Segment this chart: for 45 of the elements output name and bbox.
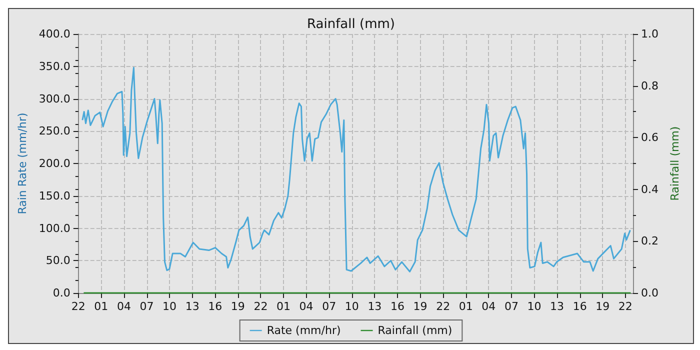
y2-tick-label: 0.6 (641, 131, 658, 144)
y-tick-label: 400.0 (38, 28, 70, 40)
x-tick-label: 01 (276, 300, 291, 313)
legend-label: Rainfall (mm) (378, 324, 452, 337)
x-tick-label: 10 (162, 300, 177, 313)
y2-axis-title: Rainfall (mm) (668, 126, 682, 201)
y-axis-title: Rain Rate (mm/hr) (16, 112, 29, 214)
y-tick-label: 100.0 (38, 222, 70, 235)
x-tick-label: 19 (596, 300, 610, 313)
y2-tick-label: 0.2 (641, 234, 658, 248)
y-tick-label: 200.0 (38, 157, 70, 170)
x-tick-label: 16 (208, 300, 222, 313)
y-tick-label: 50.0 (46, 254, 70, 268)
y2-tick-label: 1.0 (641, 28, 658, 40)
y-tick-label: 150.0 (38, 189, 70, 202)
x-tick-label: 19 (230, 300, 245, 313)
x-tick-label: 01 (94, 300, 108, 313)
x-tick-label: 01 (458, 300, 473, 313)
x-tick-label: 07 (322, 300, 336, 313)
x-tick-label: 16 (390, 300, 404, 313)
x-tick-label: 16 (572, 300, 587, 313)
x-tick-label: 04 (116, 300, 131, 313)
chart-title: Rainfall (mm) (307, 17, 395, 32)
x-tick-label: 07 (140, 300, 154, 313)
x-tick-label: 07 (504, 300, 518, 313)
y-tick-label: 0.0 (52, 286, 70, 300)
y2-tick-label: 0.4 (641, 182, 658, 196)
x-tick-label: 22 (436, 300, 450, 313)
x-tick-label: 13 (550, 300, 564, 313)
x-tick-label: 19 (413, 300, 428, 313)
y-tick-label: 250.0 (38, 124, 70, 138)
x-tick-label: 22 (254, 300, 268, 313)
x-tick-label: 04 (482, 300, 496, 313)
y2-tick-label: 0.8 (641, 79, 658, 92)
y2-tick-label: 0.0 (641, 286, 658, 300)
x-tick-label: 13 (368, 300, 382, 313)
x-tick-label: 22 (618, 300, 632, 313)
y-tick-label: 350.0 (38, 60, 70, 73)
x-tick-label: 22 (71, 300, 86, 313)
x-tick-label: 10 (527, 300, 542, 313)
y-tick-label: 300.0 (38, 92, 70, 106)
legend-label: Rate (mm/hr) (266, 324, 341, 337)
x-tick-label: 04 (299, 300, 314, 313)
x-tick-label: 10 (344, 300, 359, 313)
x-tick-label: 13 (185, 300, 200, 313)
